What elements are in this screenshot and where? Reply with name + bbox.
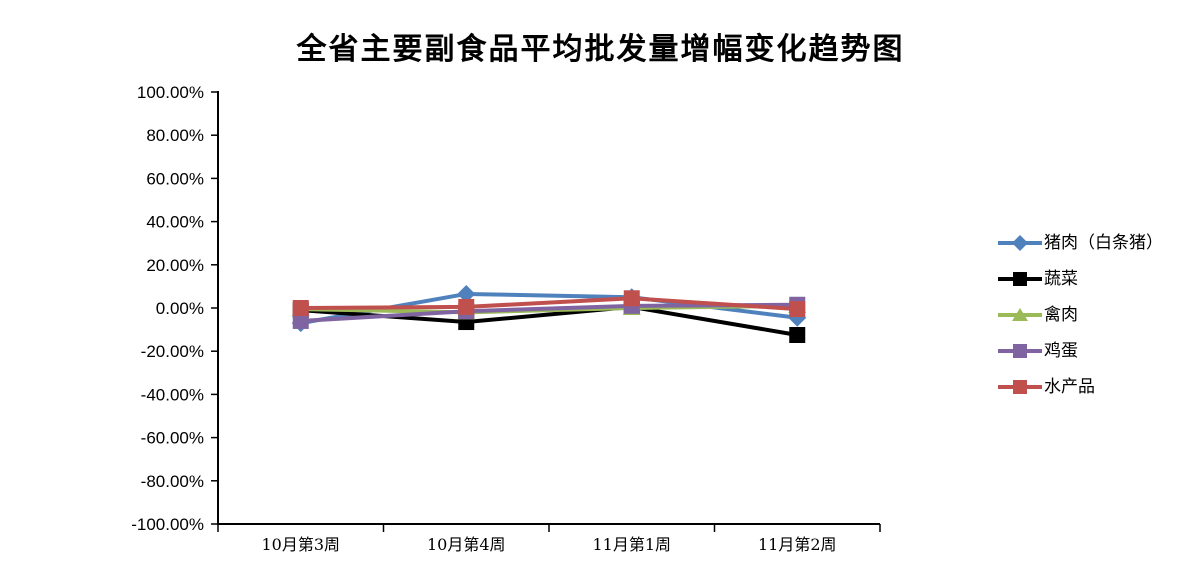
y-tick-label: 80.00% xyxy=(146,126,204,145)
y-tick-label: -40.00% xyxy=(141,385,204,404)
y-axis: 100.00% 80.00% 60.00% 40.00% 20.00% 0.00% -20.… xyxy=(131,83,219,534)
x-category-label: 10月第4周 xyxy=(427,535,506,554)
legend-marker-shape xyxy=(1013,344,1027,358)
legend-marker-icon xyxy=(998,235,1042,251)
legend-marker-icon xyxy=(998,344,1042,358)
y-tick-label: 40.00% xyxy=(146,213,204,232)
legend-item: 蔬菜 xyxy=(997,270,1163,288)
legend-item: 禽肉 xyxy=(997,306,1163,324)
y-tick-label: -20.00% xyxy=(141,342,204,361)
x-category-label: 11月第2周 xyxy=(758,535,837,554)
chart-title: 全省主要副食品平均批发量增幅变化趋势图 xyxy=(296,32,905,67)
legend-marker-shape xyxy=(1012,235,1028,251)
y-tick-label: 100.00% xyxy=(137,83,204,102)
legend-item: 猪肉（白条猪） xyxy=(997,234,1163,252)
legend-label: 禽肉 xyxy=(1044,305,1078,325)
legend-marker-shape xyxy=(1013,272,1027,286)
legend-marker-shape xyxy=(1012,308,1028,321)
legend-label: 蔬菜 xyxy=(1044,269,1078,289)
y-tick-label: -100.00% xyxy=(131,515,204,534)
legend-item: 水产品 xyxy=(997,378,1163,396)
data-point-marker xyxy=(458,298,475,315)
y-tick-label: 20.00% xyxy=(146,256,204,275)
legend-marker-shape xyxy=(1013,380,1027,394)
data-point-marker xyxy=(789,327,806,343)
x-category-label: 11月第1周 xyxy=(592,535,671,554)
data-point-marker xyxy=(292,312,309,329)
legend-item: 鸡蛋 xyxy=(997,342,1163,360)
legend-marker-icon xyxy=(998,272,1042,286)
legend-marker-icon xyxy=(998,308,1042,321)
series-4 xyxy=(292,290,806,318)
data-point-marker xyxy=(457,284,476,303)
data-point-marker xyxy=(789,301,806,318)
y-tick-label: -60.00% xyxy=(141,429,204,448)
legend: 猪肉（白条猪） 蔬菜禽肉鸡蛋水产品 xyxy=(997,234,1163,414)
legend-label: 水产品 xyxy=(1044,377,1095,397)
y-tick-label: -80.00% xyxy=(141,472,204,491)
x-axis: 10月第3周 10月第4周 11月第1周 11月第2周 xyxy=(217,523,881,554)
y-tick-label: 0.00% xyxy=(156,299,204,318)
series-line xyxy=(300,296,798,312)
legend-label: 猪肉（白条猪） xyxy=(1044,233,1163,253)
y-tick-label: 60.00% xyxy=(146,169,204,188)
x-category-label: 10月第3周 xyxy=(261,535,340,554)
data-point-marker xyxy=(623,290,640,307)
legend-label: 鸡蛋 xyxy=(1044,341,1078,361)
legend-marker-icon xyxy=(998,380,1042,394)
data-point-marker xyxy=(292,300,309,316)
